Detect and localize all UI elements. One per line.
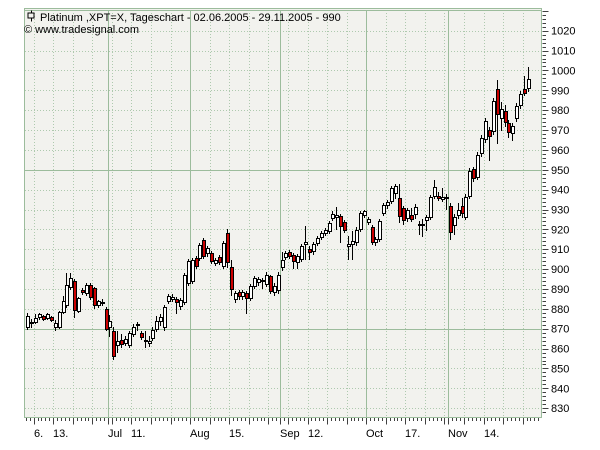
- svg-text:950: 950: [551, 165, 569, 177]
- svg-text:Jul: Jul: [108, 428, 122, 440]
- svg-text:860: 860: [551, 344, 569, 356]
- svg-text:1020: 1020: [551, 26, 575, 38]
- svg-text:15.: 15.: [229, 428, 244, 440]
- svg-text:890: 890: [551, 284, 569, 296]
- svg-text:12.: 12.: [308, 428, 323, 440]
- svg-text:900: 900: [551, 264, 569, 276]
- svg-text:970: 970: [551, 125, 569, 137]
- svg-text:830: 830: [551, 403, 569, 415]
- svg-text:Oct: Oct: [366, 428, 383, 440]
- svg-text:870: 870: [551, 324, 569, 336]
- svg-text:17.: 17.: [405, 428, 420, 440]
- svg-text:6.: 6.: [34, 428, 43, 440]
- svg-text:14.: 14.: [484, 428, 499, 440]
- svg-text:850: 850: [551, 363, 569, 375]
- svg-text:Sep: Sep: [280, 428, 300, 440]
- svg-text:930: 930: [551, 205, 569, 217]
- svg-text:© www.tradesignal.com: © www.tradesignal.com: [24, 24, 139, 36]
- svg-text:1000: 1000: [551, 65, 575, 77]
- svg-text:Platinum ,XPT=X, Tageschart -: Platinum ,XPT=X, Tageschart - 02.06.2005…: [40, 12, 341, 24]
- svg-text:880: 880: [551, 304, 569, 316]
- svg-text:Aug: Aug: [190, 428, 210, 440]
- svg-text:980: 980: [551, 105, 569, 117]
- svg-text:840: 840: [551, 383, 569, 395]
- svg-text:11.: 11.: [131, 428, 145, 440]
- svg-text:Nov: Nov: [448, 428, 468, 440]
- svg-text:1010: 1010: [551, 46, 575, 58]
- svg-text:960: 960: [551, 145, 569, 157]
- svg-text:910: 910: [551, 244, 569, 256]
- svg-text:940: 940: [551, 185, 569, 197]
- svg-text:13.: 13.: [53, 428, 68, 440]
- svg-text:990: 990: [551, 85, 569, 97]
- svg-text:920: 920: [551, 224, 569, 236]
